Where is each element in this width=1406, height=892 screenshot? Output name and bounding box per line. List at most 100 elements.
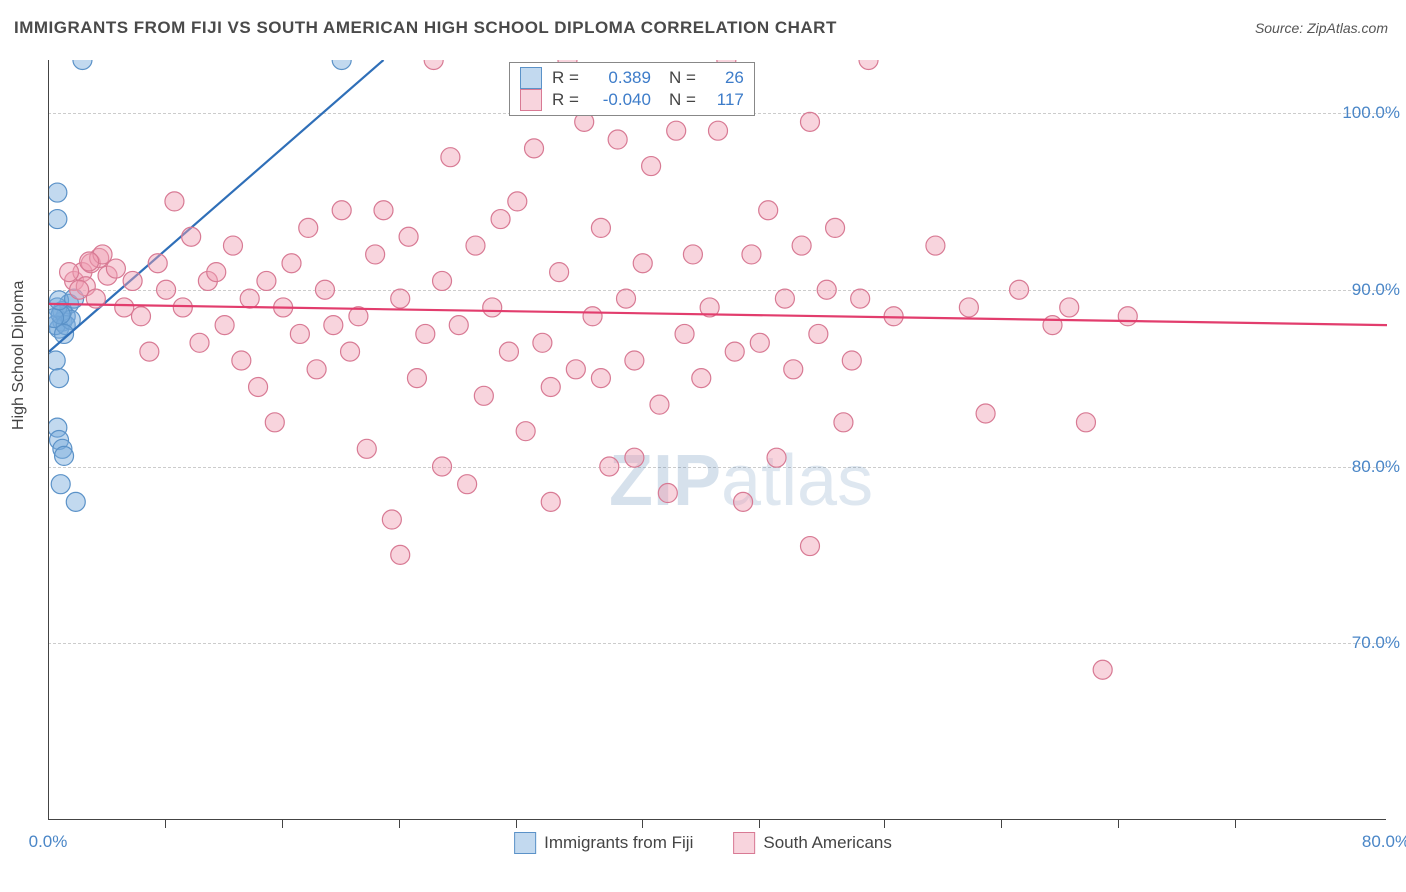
- data-point: [516, 422, 535, 441]
- legend-row: R = -0.040 N = 117: [520, 89, 744, 111]
- data-point: [1060, 298, 1079, 317]
- data-point: [290, 324, 309, 343]
- data-point: [60, 263, 79, 282]
- data-point: [140, 342, 159, 361]
- data-point: [433, 271, 452, 290]
- data-point: [792, 236, 811, 255]
- data-point: [608, 130, 627, 149]
- x-tick-label: 80.0%: [1362, 832, 1406, 852]
- n-value: 117: [706, 90, 744, 110]
- data-point: [165, 192, 184, 211]
- data-point: [800, 112, 819, 131]
- data-point: [650, 395, 669, 414]
- data-point: [80, 252, 99, 271]
- data-point: [123, 271, 142, 290]
- data-point: [55, 446, 74, 465]
- data-point: [157, 280, 176, 299]
- data-point: [399, 227, 418, 246]
- data-point: [357, 439, 376, 458]
- data-point: [441, 148, 460, 167]
- data-point: [458, 475, 477, 494]
- data-point: [826, 218, 845, 237]
- x-tick-mark: [516, 820, 517, 828]
- r-value: 0.389: [589, 68, 651, 88]
- data-point: [341, 342, 360, 361]
- data-point: [642, 157, 661, 176]
- data-point: [1076, 413, 1095, 432]
- data-point: [834, 413, 853, 432]
- data-point: [842, 351, 861, 370]
- data-point: [541, 492, 560, 511]
- data-point: [683, 245, 702, 264]
- data-point: [391, 545, 410, 564]
- r-value: -0.040: [589, 90, 651, 110]
- data-point: [508, 192, 527, 211]
- data-point: [466, 236, 485, 255]
- legend-item: Immigrants from Fiji: [514, 832, 693, 854]
- data-point: [366, 245, 385, 264]
- data-point: [625, 448, 644, 467]
- data-point: [332, 201, 351, 220]
- data-point: [817, 280, 836, 299]
- data-point: [307, 360, 326, 379]
- data-point: [784, 360, 803, 379]
- data-point: [1118, 307, 1137, 326]
- source-label: Source:: [1255, 20, 1303, 36]
- chart-title: IMMIGRANTS FROM FIJI VS SOUTH AMERICAN H…: [14, 18, 837, 38]
- data-point: [483, 298, 502, 317]
- data-point: [299, 218, 318, 237]
- data-point: [566, 360, 585, 379]
- n-label: N =: [669, 90, 696, 110]
- x-tick-mark: [642, 820, 643, 828]
- x-tick-mark: [1118, 820, 1119, 828]
- data-point: [775, 289, 794, 308]
- x-tick-mark: [399, 820, 400, 828]
- data-point: [51, 475, 70, 494]
- data-point: [424, 51, 443, 70]
- data-point: [851, 289, 870, 308]
- n-value: 26: [706, 68, 744, 88]
- data-point: [734, 492, 753, 511]
- data-point: [959, 298, 978, 317]
- data-point: [742, 245, 761, 264]
- data-point: [50, 369, 69, 388]
- data-point: [491, 210, 510, 229]
- data-point: [1043, 316, 1062, 335]
- data-point: [382, 510, 401, 529]
- scatter-svg: [49, 60, 1386, 819]
- n-label: N =: [669, 68, 696, 88]
- data-point: [474, 386, 493, 405]
- legend-swatch: [520, 89, 542, 111]
- data-point: [148, 254, 167, 273]
- data-point: [859, 51, 878, 70]
- legend-label: South Americans: [763, 833, 892, 853]
- data-point: [675, 324, 694, 343]
- data-point: [1010, 280, 1029, 299]
- data-point: [182, 227, 201, 246]
- data-point: [207, 263, 226, 282]
- data-point: [600, 457, 619, 476]
- legend-swatch: [514, 832, 536, 854]
- data-point: [541, 377, 560, 396]
- data-point: [223, 236, 242, 255]
- data-point: [215, 316, 234, 335]
- data-point: [692, 369, 711, 388]
- legend-swatch: [520, 67, 542, 89]
- data-point: [976, 404, 995, 423]
- data-point: [48, 183, 67, 202]
- x-tick-mark: [165, 820, 166, 828]
- data-point: [433, 457, 452, 476]
- r-label: R =: [552, 90, 579, 110]
- data-point: [926, 236, 945, 255]
- data-point: [767, 448, 786, 467]
- data-point: [633, 254, 652, 273]
- data-point: [499, 342, 518, 361]
- data-point: [115, 298, 134, 317]
- data-point: [407, 369, 426, 388]
- data-point: [46, 351, 65, 370]
- data-point: [591, 369, 610, 388]
- data-point: [73, 51, 92, 70]
- data-point: [667, 121, 686, 140]
- plot-area: ZIPatlas R =0.389N =26R =-0.040N =117: [48, 60, 1386, 820]
- data-point: [759, 201, 778, 220]
